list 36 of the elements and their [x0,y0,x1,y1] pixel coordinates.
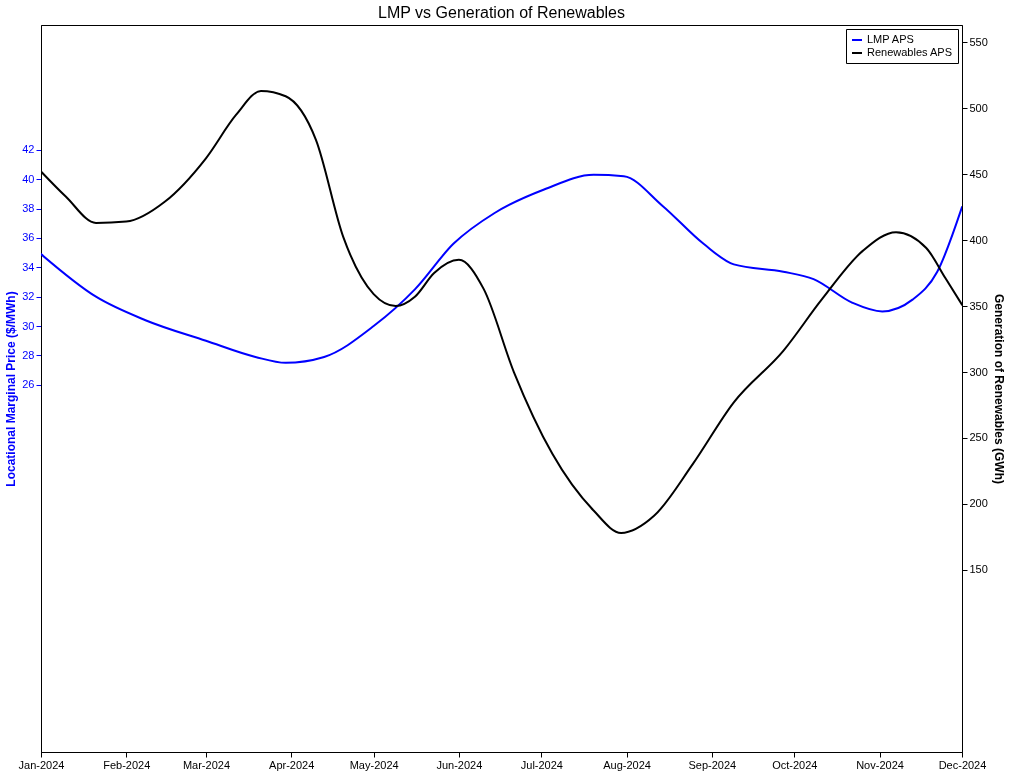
x-tick-label: Sep-2024 [688,758,737,771]
x-tick-label: Nov-2024 [856,758,904,771]
y-tick-label: 32 [22,290,35,303]
x-tick-label: Jan-2024 [18,758,65,771]
y-tick-label: 34 [22,260,35,273]
y2-tick-label: 150 [969,563,988,576]
legend-label: Renewables APS [867,46,952,58]
y-tick-label: 26 [22,378,35,391]
x-tick-label: Feb-2024 [103,758,151,771]
y2-tick-label: 550 [969,35,988,48]
y2-tick-label: 500 [969,101,988,114]
y2-axis-title: Generation of Renewables (GWh) [991,293,1006,485]
x-tick-label: Dec-2024 [938,758,987,771]
x-tick-label: Apr-2024 [269,758,315,771]
y-tick-label: 38 [22,202,35,215]
x-tick-label: Oct-2024 [772,758,818,771]
x-tick-label: May-2024 [349,758,399,771]
y-tick-label: 40 [22,172,35,185]
y2-tick-label: 350 [969,299,988,312]
x-tick-label: Jun-2024 [436,758,483,771]
y2-tick-label: 200 [969,497,988,510]
legend-label: LMP APS [867,33,914,45]
y2-tick-label: 300 [969,365,988,378]
x-tick-label: Jul-2024 [520,758,563,771]
y-tick-label: 28 [22,348,35,361]
x-tick-label: Aug-2024 [603,758,651,771]
y-tick-label: 42 [22,143,35,156]
chart-title: LMP vs Generation of Renewables [378,4,625,21]
y2-tick-label: 400 [969,233,988,246]
line-series [41,173,962,364]
y-axis-title: Locational Marginal Price ($/MWh) [4,291,19,487]
y2-tick-label: 250 [969,431,988,444]
x-tick-label: Mar-2024 [182,758,230,771]
y-tick-label: 30 [22,319,35,332]
y2-tick-label: 450 [969,167,988,180]
y-tick-label: 36 [22,231,35,244]
